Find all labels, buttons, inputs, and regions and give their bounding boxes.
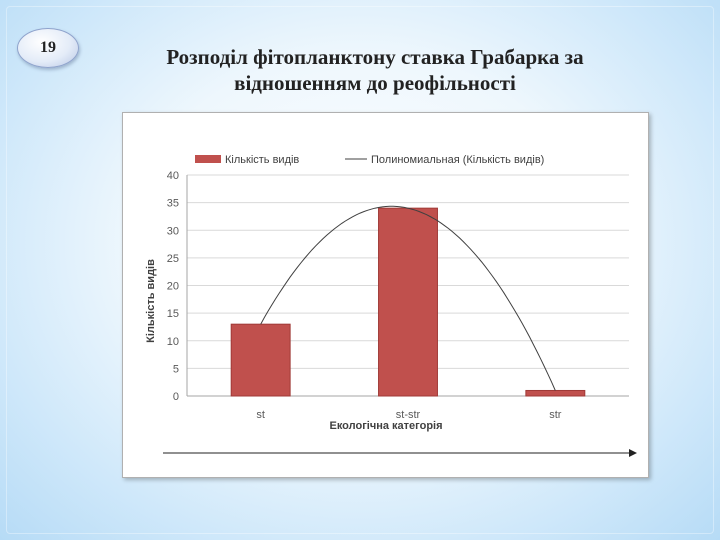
- category-arrow-head: [629, 449, 637, 457]
- slide-number-badge: 19: [17, 28, 79, 68]
- polynomial-trendline: [260, 205, 556, 391]
- y-tick-labels: 0 5 10 15 20 25 30 35 40: [167, 170, 179, 403]
- bar-chart: 0 5 10 15 20 25 30 35 40 st st-str str Кількість в…: [145, 154, 637, 457]
- slide-title-line-2: відношенням до реофільності: [234, 71, 516, 95]
- y-tick-label: 25: [167, 253, 179, 265]
- y-tick-label: 0: [173, 391, 179, 403]
- x-tick-label: st: [256, 409, 265, 421]
- y-tick-label: 35: [167, 198, 179, 210]
- x-tick-labels: st st-str str: [256, 409, 561, 421]
- y-tick-label: 20: [167, 281, 179, 293]
- bar-str: [525, 389, 586, 397]
- slide-number: 19: [40, 39, 56, 56]
- y-tick-label: 5: [173, 363, 179, 375]
- bars: [230, 207, 586, 397]
- bar-st-str: [378, 207, 438, 397]
- legend: Кількість видів Полиномиальная (Кількіст…: [195, 154, 544, 166]
- slide-title-line-1: Розподіл фітопланктону ставка Грабарка з…: [166, 45, 584, 69]
- bar-st: [230, 323, 291, 397]
- x-tick-label: str: [549, 409, 562, 421]
- chart-panel: 0 5 10 15 20 25 30 35 40 st st-str str Кількість в…: [122, 112, 649, 478]
- y-tick-label: 10: [167, 336, 179, 348]
- y-tick-label: 30: [167, 225, 179, 237]
- x-tick-label: st-str: [396, 409, 421, 421]
- y-tick-label: 15: [167, 308, 179, 320]
- y-tick-label: 40: [167, 170, 179, 182]
- legend-bar-swatch: [195, 155, 221, 163]
- legend-label-series: Кількість видів: [225, 154, 299, 166]
- legend-label-trendline: Полиномиальная (Кількість видів): [371, 154, 544, 166]
- x-axis-title: Екологічна категорія: [329, 420, 442, 432]
- slide-title: Розподіл фітопланктону ставка Грабарка з…: [120, 44, 630, 96]
- y-axis-title: Кількість видів: [145, 259, 157, 343]
